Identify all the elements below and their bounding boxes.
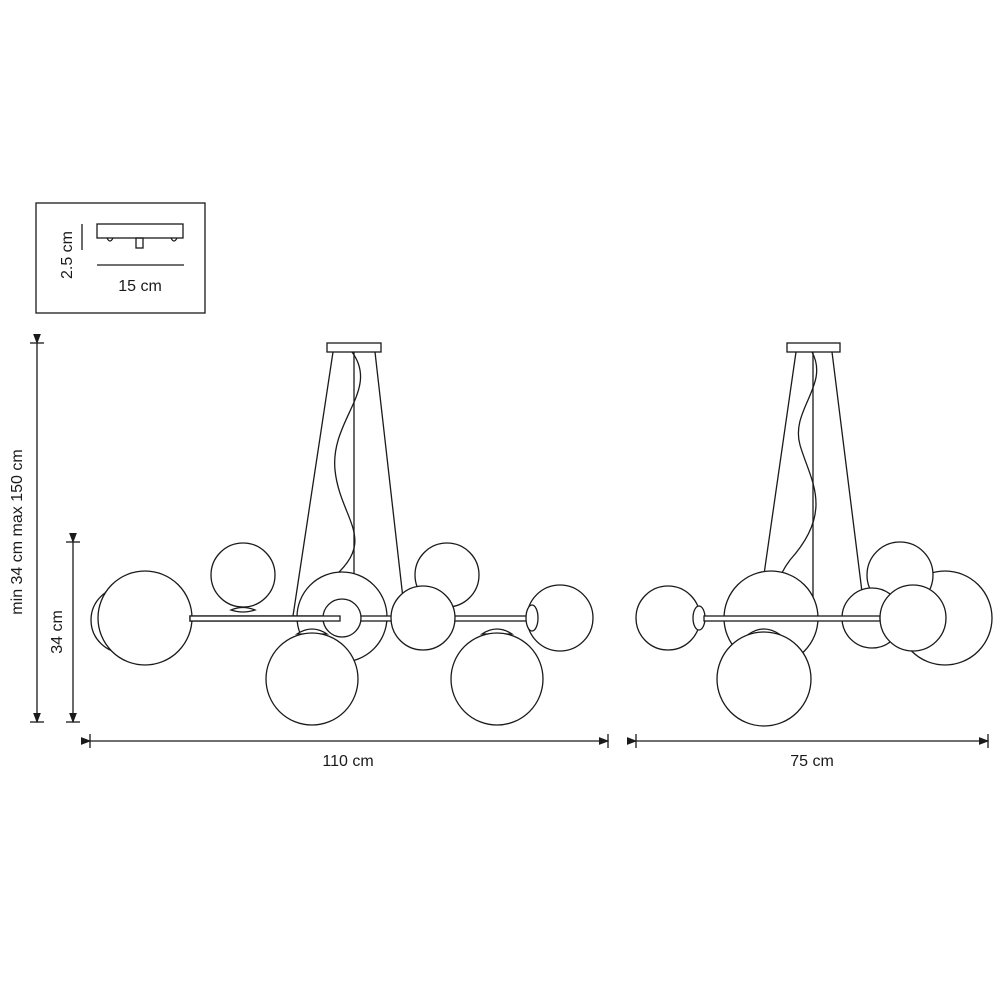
inset-height-label: 2.5 cm bbox=[59, 231, 76, 279]
total-height-label: min 34 cm max 150 cm bbox=[9, 449, 26, 614]
inset-width-label: 15 cm bbox=[118, 278, 162, 295]
front-width-label: 110 cm bbox=[322, 753, 373, 770]
canopy-inset: 2.5 cm 15 cm bbox=[35, 202, 206, 314]
side-width-label: 75 cm bbox=[790, 753, 834, 770]
side-view-lamp bbox=[635, 342, 993, 727]
dimension-lines: min 34 cm max 150 cm 34 cm 110 cm 75 cm bbox=[9, 333, 990, 770]
body-height-label: 34 cm bbox=[49, 610, 66, 654]
front-view-lamp bbox=[90, 342, 594, 726]
